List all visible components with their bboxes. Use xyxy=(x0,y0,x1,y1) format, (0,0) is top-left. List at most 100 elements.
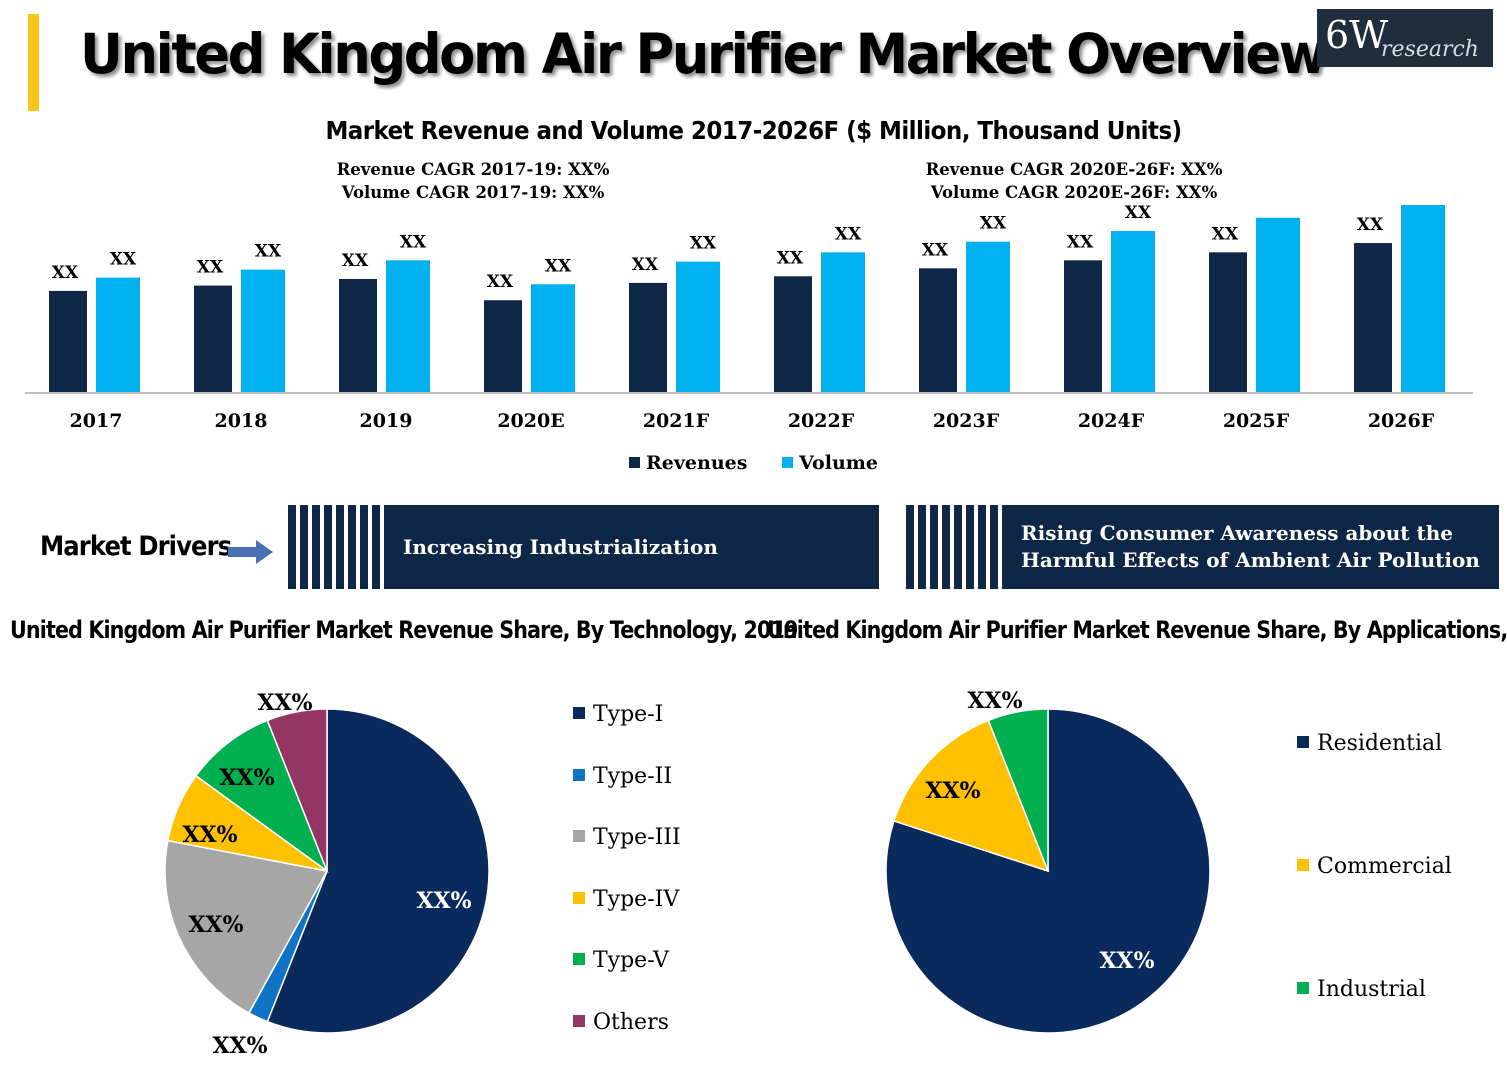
technology-pie-title: United Kingdom Air Purifier Market Reven… xyxy=(10,616,798,644)
logo-main-text: 6W xyxy=(1325,13,1389,57)
legend-label-industrial: Industrial xyxy=(1317,977,1426,1002)
cagr-left-volume: Volume CAGR 2017-19: XX% xyxy=(341,183,605,202)
legend-label-revenues: Revenues xyxy=(646,452,748,474)
bar-revenues-2021f xyxy=(629,282,667,392)
legend-swatch-residential xyxy=(1297,736,1309,748)
pie-slice-type-ii xyxy=(247,870,328,1023)
bar-volume-2022f xyxy=(821,252,865,392)
x-tick-2024f: 2024F xyxy=(1078,410,1145,432)
cagr-right-volume: Volume CAGR 2020E-26F: XX% xyxy=(930,183,1218,202)
bar-revenues-2017 xyxy=(49,290,87,392)
pie-label-type-v: XX% xyxy=(219,765,274,791)
applications-pie-title: United Kingdom Air Purifier Market Reven… xyxy=(767,616,1507,644)
legend-swatch-type-ii xyxy=(573,768,585,781)
legend-volume: Volume xyxy=(782,452,878,474)
data-label-volume-2021f: XX xyxy=(690,234,717,254)
bar-volume-2018 xyxy=(241,269,285,392)
data-label-volume-2024f: XX xyxy=(1125,205,1152,223)
legend-label-others: Others xyxy=(593,1009,669,1035)
legend-item-type-i: Type-I xyxy=(573,702,663,727)
data-label-revenues-2025f: XX xyxy=(1212,224,1239,244)
legend-swatch-volume xyxy=(782,457,794,468)
legend-label-residential: Residential xyxy=(1317,731,1443,756)
x-tick-2026f: 2026F xyxy=(1368,410,1435,432)
data-label-revenues-2017: XX xyxy=(52,263,79,283)
legend-label-commercial: Commercial xyxy=(1317,854,1452,879)
legend-swatch-type-i xyxy=(573,707,585,719)
legend-label-type-i: Type-I xyxy=(593,702,664,727)
revenue-volume-bar-chart: XX XX 2017 XX XX 2018 XX XX 2019 XX XX 2020E XX XX 202… xyxy=(25,205,1473,432)
cagr-right-revenue: Revenue CAGR 2020E-26F: XX% xyxy=(925,160,1223,179)
data-label-revenues-2022f: XX xyxy=(777,248,804,268)
data-label-volume-2019: XX xyxy=(400,232,427,252)
legend-swatch-industrial xyxy=(1297,982,1309,994)
cagr-right: Revenue CAGR 2020E-26F: XX% Volume CAGR … xyxy=(914,158,1234,204)
bar-volume-2026f xyxy=(1401,205,1445,392)
title-accent-bar xyxy=(28,14,39,111)
driver-box-1: Increasing Industrialization xyxy=(288,505,879,589)
legend-label-type-iii: Type-III xyxy=(593,825,681,850)
logo-sub-text: research xyxy=(1381,37,1479,62)
pie-slice-type-i xyxy=(266,708,490,1034)
pie-label-type-iii: XX% xyxy=(188,912,243,938)
legend-label-volume: Volume xyxy=(799,452,878,474)
pie-label-residential: XX% xyxy=(1099,948,1154,974)
data-label-volume-2023f: XX xyxy=(980,214,1007,234)
pie-slice-type-iv xyxy=(166,774,328,872)
data-label-volume-2025f: XX xyxy=(1270,205,1297,210)
bar-chart-legend: Revenues Volume xyxy=(0,452,1507,474)
data-label-revenues-2018: XX xyxy=(197,258,224,278)
bar-revenues-2018 xyxy=(194,285,232,392)
data-label-volume-2020e: XX xyxy=(545,256,572,276)
legend-swatch-revenues xyxy=(629,457,641,468)
driver-text-2: Rising Consumer Awareness about the Harm… xyxy=(1021,521,1480,572)
legend-swatch-commercial xyxy=(1297,859,1309,871)
data-label-volume-2017: XX xyxy=(110,250,137,270)
bar-revenues-2020e xyxy=(484,300,522,392)
legend-item-residential: Residential xyxy=(1297,731,1442,756)
legend-item-type-ii: Type-II xyxy=(573,764,672,789)
legend-revenues: Revenues xyxy=(629,452,747,474)
page-title: United Kingdom Air Purifier Market Overv… xyxy=(80,22,1328,86)
pie-label-others: XX% xyxy=(257,690,312,716)
x-tick-2018: 2018 xyxy=(215,410,268,432)
bar-volume-2019 xyxy=(386,260,430,392)
data-label-revenues-2021f: XX xyxy=(632,255,659,275)
bar-chart-title: Market Revenue and Volume 2017-2026F ($ … xyxy=(325,116,1182,145)
bar-revenues-2023f xyxy=(919,268,957,392)
pie-slice-industrial xyxy=(987,708,1049,872)
pie-slice-commercial xyxy=(892,719,1050,873)
bar-volume-2025f xyxy=(1256,217,1300,392)
bar-volume-2017 xyxy=(96,277,140,392)
pie-slice-type-iii xyxy=(164,839,329,1014)
data-label-volume-2022f: XX xyxy=(835,224,862,244)
legend-item-others: Others xyxy=(573,1010,669,1035)
driver-box-1-stripes xyxy=(288,505,388,589)
legend-swatch-type-iii xyxy=(573,830,585,842)
legend-label-type-iv: Type-IV xyxy=(593,886,680,912)
bar-volume-2024f xyxy=(1111,231,1155,392)
market-drivers-label: Market Drivers xyxy=(40,531,232,562)
cagr-left-revenue: Revenue CAGR 2017-19: XX% xyxy=(336,160,610,179)
bar-revenues-2022f xyxy=(774,276,812,392)
pie-slice-residential xyxy=(885,708,1211,1034)
driver-box-2-stripes xyxy=(906,505,1006,589)
legend-item-commercial: Commercial xyxy=(1297,854,1452,879)
x-tick-2019: 2019 xyxy=(360,410,413,432)
bar-volume-2020e xyxy=(531,284,575,392)
bar-revenues-2026f xyxy=(1354,243,1392,392)
driver-text-1: Increasing Industrialization xyxy=(403,534,718,559)
legend-item-industrial: Industrial xyxy=(1297,977,1426,1002)
pie-label-type-iv: XX% xyxy=(182,822,237,848)
data-label-revenues-2020e: XX xyxy=(487,272,514,292)
6w-research-logo: 6W research xyxy=(1317,9,1493,67)
legend-item-type-v: Type-V xyxy=(573,948,669,973)
bar-volume-2023f xyxy=(966,241,1010,392)
data-label-revenues-2019: XX xyxy=(342,251,369,271)
x-tick-2017: 2017 xyxy=(70,410,123,432)
bar-revenues-2019 xyxy=(339,278,377,392)
legend-label-type-ii: Type-II xyxy=(593,763,673,789)
bar-volume-2021f xyxy=(676,261,720,392)
right-arrow-icon xyxy=(228,540,273,564)
legend-item-type-iii: Type-III xyxy=(573,825,681,850)
